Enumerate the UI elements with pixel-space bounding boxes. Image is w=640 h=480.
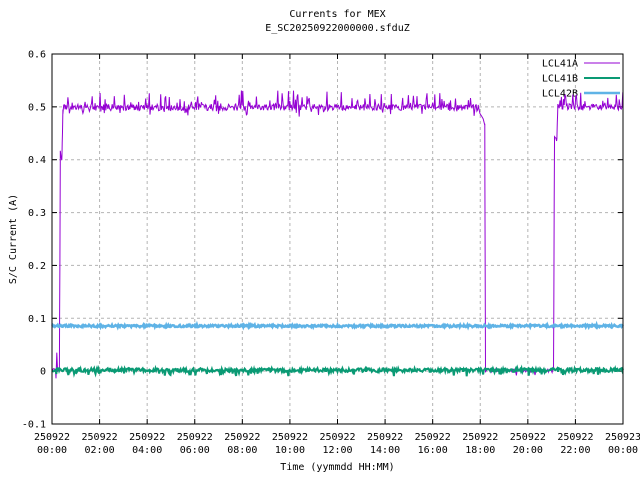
plot-border xyxy=(51,53,624,425)
x-tick-label-date: 250922 xyxy=(82,432,118,443)
x-tick-label-date: 250923 xyxy=(605,432,640,443)
y-tick-label: 0 xyxy=(40,367,46,378)
x-tick-label-date: 250922 xyxy=(34,432,70,443)
x-tick-label-date: 250922 xyxy=(129,432,165,443)
y-axis-label: S/C Current (A) xyxy=(8,194,19,284)
x-tick-label-date: 250922 xyxy=(177,432,213,443)
y-tick-label: 0.3 xyxy=(28,208,46,219)
x-tick-label-time: 22:00 xyxy=(560,445,590,456)
y-tick-label: 0.5 xyxy=(28,102,46,113)
x-tick-label-date: 250922 xyxy=(415,432,451,443)
series-LCL42B xyxy=(51,320,624,331)
x-tick-label-date: 250922 xyxy=(319,432,355,443)
chart-title: Currents for MEX xyxy=(289,9,385,20)
legend-label-LCL41A: LCL41A xyxy=(542,59,578,70)
x-tick-label-date: 250922 xyxy=(367,432,403,443)
legend-label-LCL41B: LCL41B xyxy=(542,74,578,85)
series-LCL41B xyxy=(52,364,624,378)
x-tick-label-date: 250922 xyxy=(510,432,546,443)
x-tick-label-time: 16:00 xyxy=(418,445,448,456)
x-tick-label-time: 06:00 xyxy=(180,445,210,456)
x-tick-label-time: 00:00 xyxy=(37,445,67,456)
x-tick-label-time: 18:00 xyxy=(465,445,495,456)
x-tick-label-time: 20:00 xyxy=(513,445,543,456)
x-tick-label-time: 08:00 xyxy=(227,445,257,456)
x-tick-label-time: 12:00 xyxy=(322,445,352,456)
y-tick-label: 0.6 xyxy=(28,50,46,61)
y-tick-label: 0.1 xyxy=(28,314,46,325)
x-tick-label-time: 10:00 xyxy=(275,445,305,456)
x-tick-label-time: 14:00 xyxy=(370,445,400,456)
x-tick-label-time: 02:00 xyxy=(85,445,115,456)
y-tick-label: -0.1 xyxy=(22,420,46,431)
x-tick-label-time: 04:00 xyxy=(132,445,162,456)
y-tick-label: 0.2 xyxy=(28,261,46,272)
x-tick-label-date: 250922 xyxy=(557,432,593,443)
legend-label-LCL42B: LCL42B xyxy=(542,89,578,100)
x-tick-label-time: 00:00 xyxy=(608,445,638,456)
chart-subtitle: E_SC20250922000000.sfduZ xyxy=(265,23,410,34)
x-tick-label-date: 250922 xyxy=(462,432,498,443)
y-tick-label: 0.4 xyxy=(28,155,46,166)
x-tick-label-date: 250922 xyxy=(224,432,260,443)
x-tick-label-date: 250922 xyxy=(272,432,308,443)
x-axis-label: Time (yymmdd HH:MM) xyxy=(280,462,394,473)
